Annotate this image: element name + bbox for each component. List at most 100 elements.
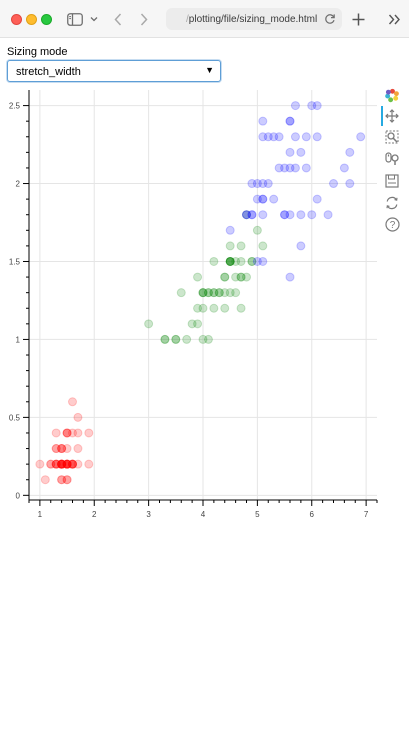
scatter-point bbox=[214, 288, 224, 298]
scatter-plot-canvas[interactable]: 1 2 3 4 5 6 7 0 0.5 1 1.5 2 2.5 bbox=[0, 90, 409, 560]
scatter-point bbox=[242, 210, 251, 220]
scatter-point bbox=[57, 459, 67, 469]
scatter-point bbox=[225, 256, 235, 266]
minimize-window-button[interactable] bbox=[26, 14, 37, 25]
scatter-point bbox=[51, 459, 61, 469]
scatter-point bbox=[258, 194, 268, 204]
scatter-point bbox=[290, 132, 300, 142]
bokeh-plot[interactable]: 1 2 3 4 5 6 7 0 0.5 1 1.5 2 2.5 bbox=[0, 90, 409, 560]
scatter-point bbox=[62, 428, 72, 438]
scatter-point bbox=[242, 210, 251, 220]
scatter-point bbox=[231, 288, 241, 298]
scatter-point bbox=[301, 132, 311, 142]
y-tick-label: 2 bbox=[16, 180, 21, 189]
scatter-point bbox=[73, 428, 83, 438]
scatter-point bbox=[247, 210, 257, 220]
scatter-point bbox=[176, 288, 186, 298]
scatter-point bbox=[51, 444, 61, 454]
scatter-point bbox=[280, 163, 290, 173]
scatter-point bbox=[345, 179, 355, 189]
scatter-point bbox=[231, 272, 241, 282]
scatter-point bbox=[280, 210, 290, 220]
scatter-point bbox=[242, 272, 251, 282]
box-zoom-icon[interactable] bbox=[383, 128, 401, 146]
browser-toolbar: /plotting/file/sizing_mode.html bbox=[0, 0, 409, 38]
page-content: Sizing mode stretch_width ▼ 1 2 3 4 5 6 7 0 0.5 1… bbox=[0, 39, 409, 750]
scatter-point bbox=[203, 334, 213, 344]
scatter-point bbox=[258, 132, 268, 142]
scatter-point bbox=[62, 428, 72, 438]
scatter-point bbox=[307, 210, 317, 220]
scatter-point bbox=[51, 459, 61, 469]
scatter-point bbox=[144, 319, 154, 329]
scatter-point bbox=[339, 163, 349, 173]
scatter-point bbox=[193, 272, 203, 282]
scatter-point bbox=[220, 288, 230, 298]
scatter-point bbox=[73, 459, 83, 469]
reset-icon[interactable] bbox=[383, 194, 401, 212]
scatter-point bbox=[269, 132, 279, 142]
scatter-point bbox=[62, 475, 72, 485]
scatter-point bbox=[285, 210, 295, 220]
scatter-point bbox=[160, 334, 170, 344]
active-tool-indicator bbox=[381, 106, 383, 126]
scatter-point bbox=[62, 475, 72, 485]
scatter-point bbox=[285, 272, 295, 282]
help-icon[interactable]: ? bbox=[383, 215, 401, 233]
scatter-point bbox=[160, 334, 170, 344]
scatter-point bbox=[171, 334, 181, 344]
pan-icon[interactable] bbox=[381, 106, 401, 126]
close-window-button[interactable] bbox=[11, 14, 22, 25]
scatter-point bbox=[182, 334, 192, 344]
new-tab-plus-icon[interactable] bbox=[350, 8, 366, 30]
zoom-window-button[interactable] bbox=[41, 14, 52, 25]
save-icon[interactable] bbox=[383, 172, 401, 190]
url-prefix: / bbox=[186, 13, 189, 25]
scatter-point bbox=[252, 256, 262, 266]
address-bar[interactable]: /plotting/file/sizing_mode.html bbox=[166, 8, 342, 30]
y-tick-label: 1 bbox=[16, 335, 21, 344]
overflow-chevrons-icon[interactable] bbox=[386, 8, 402, 30]
scatter-point bbox=[269, 194, 279, 204]
scatter-point bbox=[285, 147, 295, 157]
scatter-point bbox=[57, 444, 67, 454]
scatter-point bbox=[57, 475, 67, 485]
scatter-point bbox=[296, 241, 306, 251]
scatter-point bbox=[312, 101, 322, 111]
scatter-point bbox=[62, 459, 72, 469]
wheel-zoom-icon[interactable] bbox=[383, 150, 401, 168]
scatter-point bbox=[68, 397, 77, 407]
x-tick-label: 3 bbox=[146, 510, 151, 519]
scatter-point bbox=[187, 319, 197, 329]
scatter-point bbox=[247, 256, 257, 266]
scatter-point bbox=[57, 459, 67, 469]
scatter-point bbox=[73, 412, 83, 422]
scatter-point bbox=[62, 459, 72, 469]
scatter-point bbox=[356, 132, 366, 142]
scatter-point bbox=[247, 179, 257, 189]
scatter-point bbox=[274, 163, 284, 173]
scatter-point bbox=[220, 272, 230, 282]
scatter-point bbox=[46, 459, 56, 469]
svg-text:?: ? bbox=[389, 220, 395, 231]
bokeh-logo-icon[interactable] bbox=[383, 86, 401, 104]
back-arrow-icon[interactable] bbox=[111, 8, 125, 30]
sizing-mode-select[interactable]: stretch_width ▼ bbox=[7, 60, 221, 82]
scatter-point bbox=[345, 147, 355, 157]
scatter-point bbox=[198, 288, 208, 298]
scatter-point bbox=[258, 194, 268, 204]
chevron-down-icon[interactable] bbox=[88, 8, 100, 30]
scatter-point bbox=[203, 288, 213, 298]
bokeh-toolbar: ? bbox=[380, 86, 404, 276]
scatter-point bbox=[225, 241, 235, 251]
reload-icon[interactable] bbox=[324, 12, 336, 30]
scatter-point bbox=[57, 459, 67, 469]
scatter-point bbox=[263, 132, 273, 142]
scatter-point bbox=[68, 459, 77, 469]
grid-lines bbox=[29, 90, 377, 500]
forward-arrow-icon[interactable] bbox=[137, 8, 151, 30]
dropdown-arrow-icon: ▼ bbox=[205, 65, 214, 75]
x-tick-label: 6 bbox=[310, 510, 315, 519]
sidebar-toggle-icon[interactable] bbox=[66, 8, 84, 30]
